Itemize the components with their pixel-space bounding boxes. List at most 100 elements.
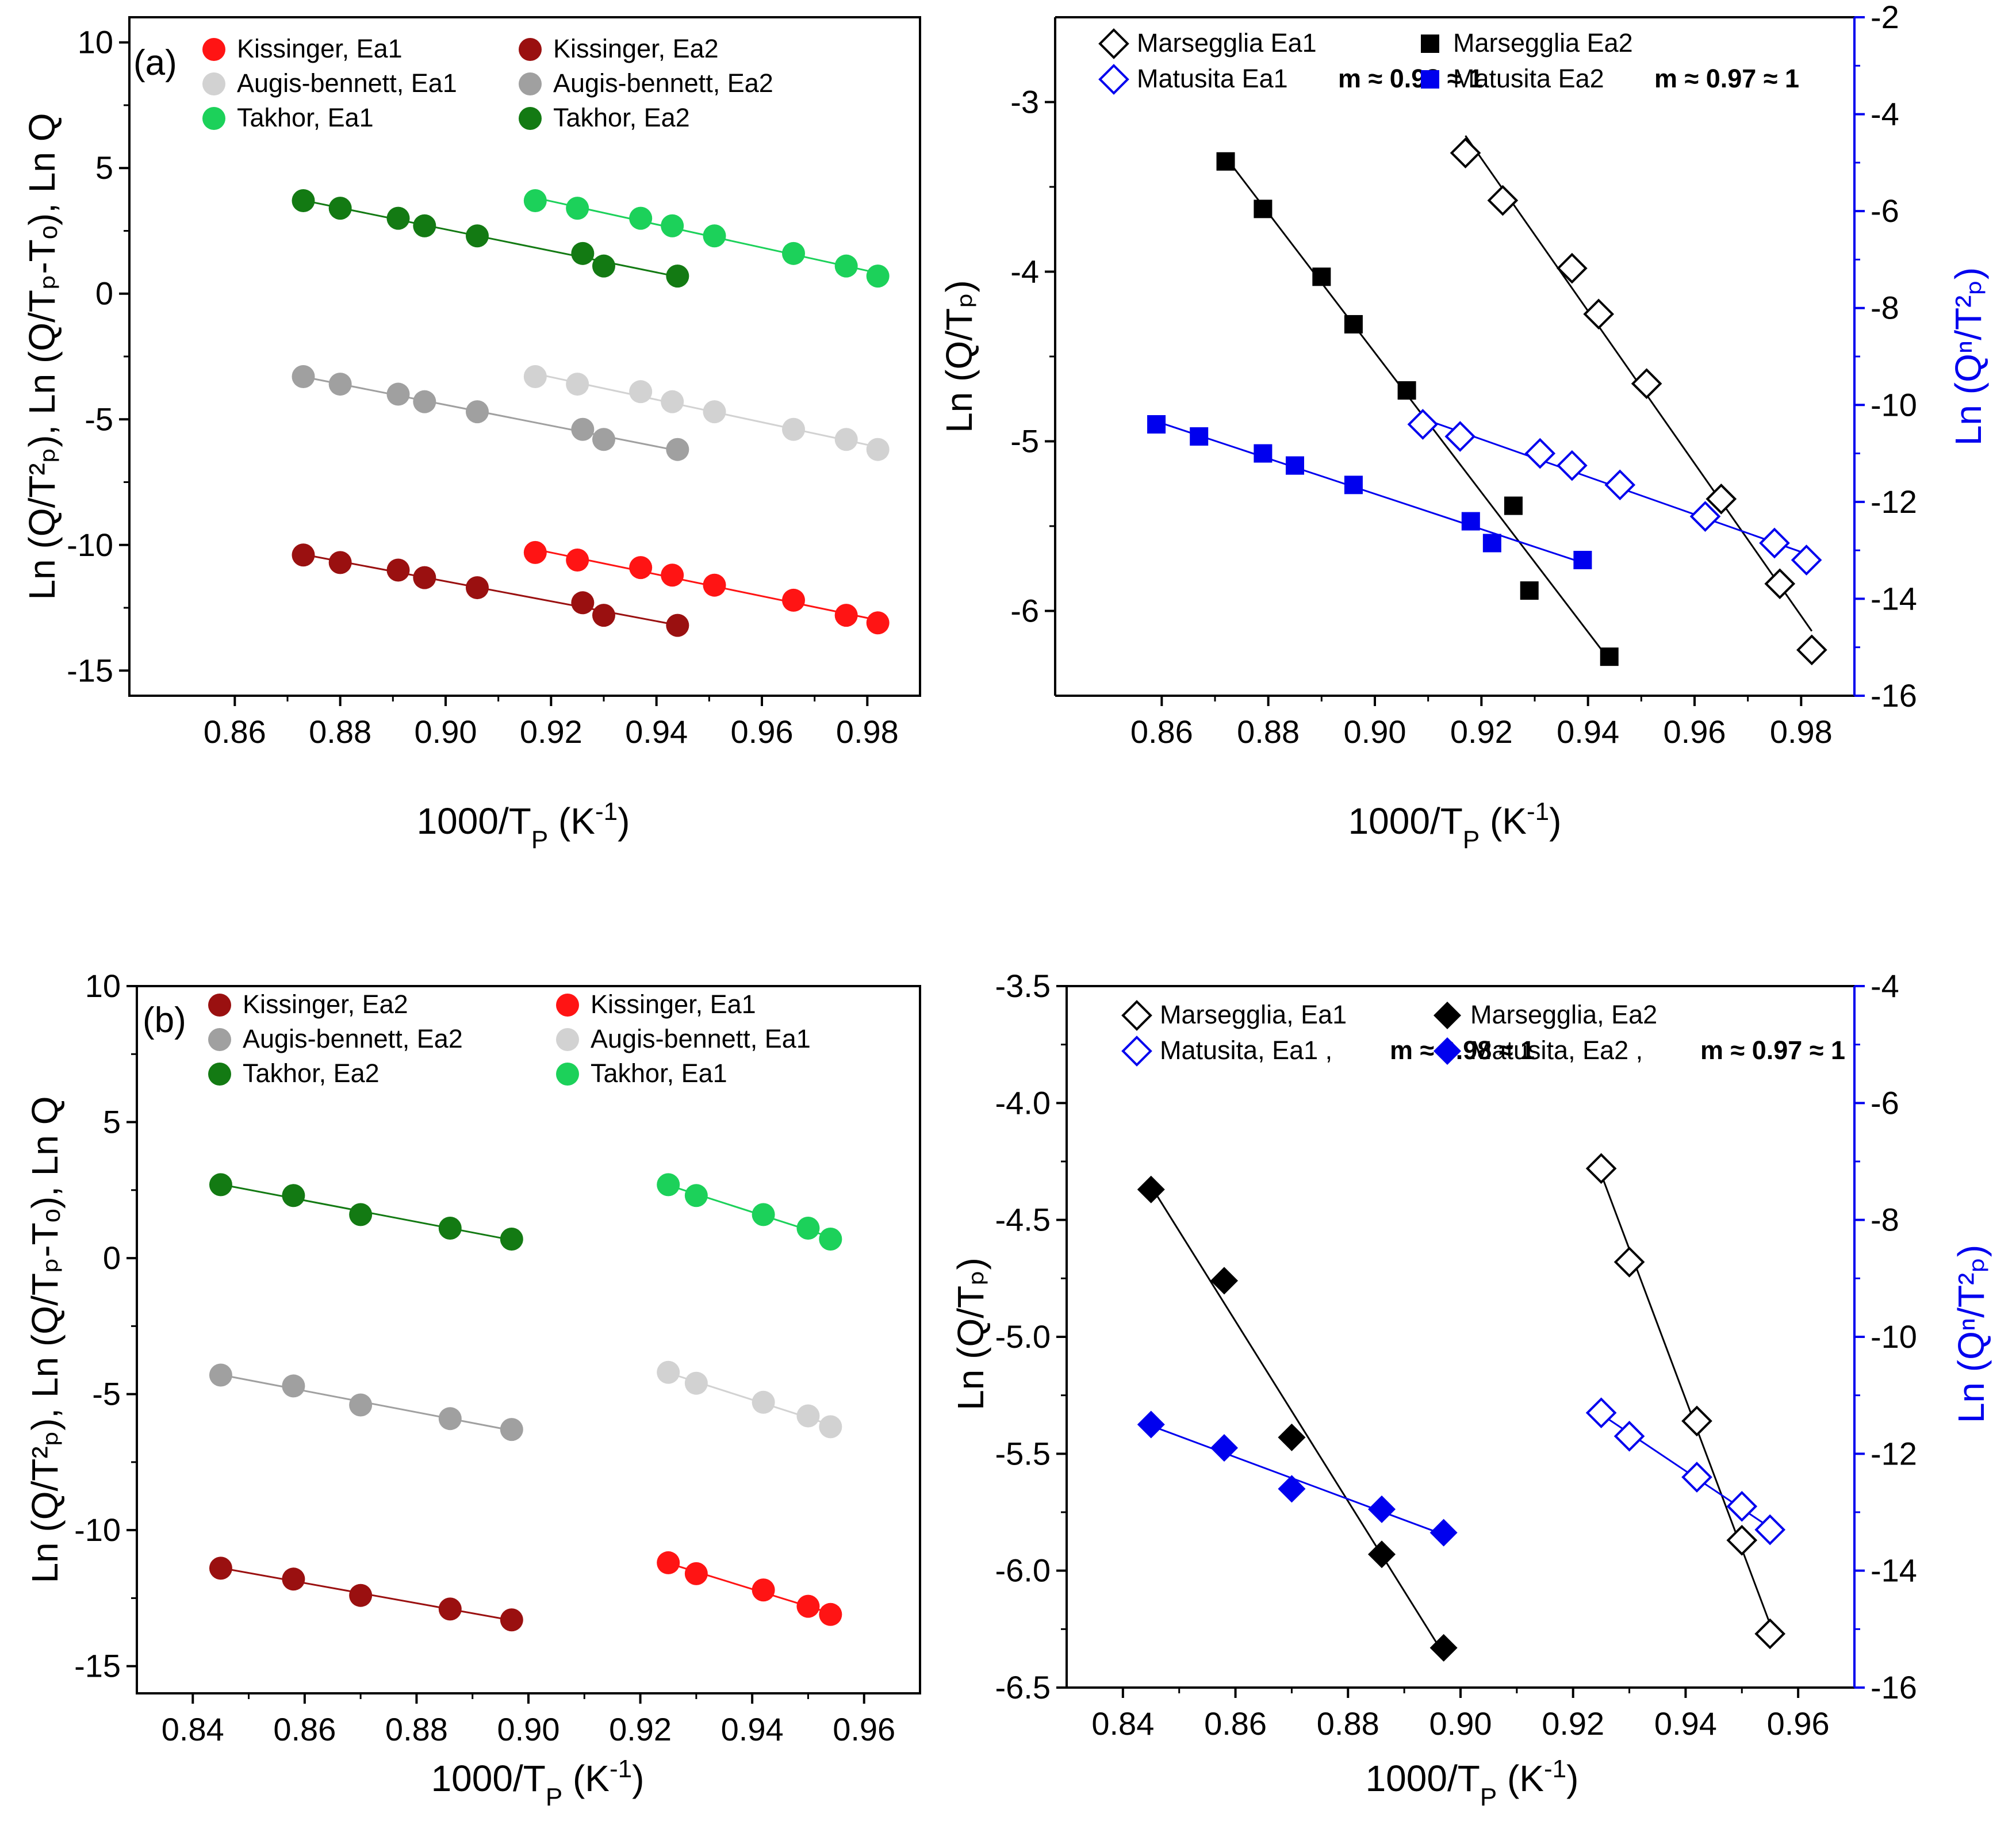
- y-tick-label: -5.0: [995, 1318, 1051, 1355]
- x-tick-label: 0.96: [833, 1711, 895, 1747]
- slope-symbol: m: [1338, 64, 1361, 93]
- data-point: [834, 254, 858, 278]
- y-tick-label: -4.0: [995, 1084, 1051, 1121]
- data-point: [1585, 1397, 1617, 1428]
- data-point: [523, 365, 547, 388]
- legend-item-matusita-ea2: Matusita Ea2 m ≈ 0.97 ≈ 1: [1421, 64, 1799, 93]
- fit-line: [1600, 1174, 1771, 1625]
- data-point: [1726, 1491, 1758, 1522]
- legend-item-matusita-ea2: Matusita, Ea2 , m ≈ 0.97 ≈ 1: [1434, 1036, 1845, 1065]
- chart-a-right: 0.86 0.88 0.90 0.92 0.94 0.96 0.98 -3 -4 -5 -6 -2 -4…: [938, 0, 1989, 854]
- x-axis-label: 1000/TP (K-1): [1348, 798, 1562, 854]
- legend-label: Marseggliа Ea1: [1137, 28, 1317, 57]
- data-point: [292, 365, 315, 388]
- series-matusita-ea1: [1407, 409, 1822, 576]
- data-point: [819, 1227, 842, 1251]
- data-point: [657, 1360, 680, 1384]
- x-tick-label: 0.84: [1091, 1705, 1154, 1742]
- fit-line: [303, 375, 678, 452]
- data-point: [1791, 545, 1822, 576]
- data-point: [1216, 152, 1235, 171]
- series-augis-bennett-ea2: [209, 1363, 523, 1441]
- fit-line: [1225, 156, 1610, 661]
- legend-item-marseggli-ea1: Marseggliа, Ea1: [1121, 1000, 1347, 1031]
- data-point: [1557, 252, 1588, 284]
- x-axis-label: 1000/TP (K-1): [1366, 1755, 1579, 1811]
- legend-marker: [556, 1028, 579, 1051]
- data-point: [386, 558, 410, 582]
- data-point: [1754, 1618, 1786, 1650]
- x-tick-label: 0.86: [1130, 714, 1193, 750]
- series-takhor-ea1: [523, 189, 890, 288]
- legend-item-marseggli-ea2: Marseggliа Ea2: [1421, 28, 1633, 57]
- slope-annotation: m ≈ 0.97 ≈ 1: [1654, 64, 1799, 93]
- y-axis-label: Ln (Q/T²ₚ), Ln (Q/Tₚ-Tₒ), Ln Q: [21, 113, 63, 600]
- data-point: [1407, 409, 1439, 440]
- x-tick-label: 0.90: [497, 1711, 560, 1747]
- data-point: [782, 588, 805, 612]
- x-tick-label: 0.96: [1664, 714, 1726, 750]
- data-point: [1254, 200, 1273, 218]
- y2-tick-label: -12: [1871, 1435, 1917, 1471]
- y-tick-label: 0: [95, 275, 113, 312]
- data-point: [1726, 1524, 1758, 1556]
- x-tick-label: 0.96: [731, 714, 794, 750]
- data-point: [1397, 381, 1416, 400]
- legend-label: Matusita, Ea2 ,: [1470, 1036, 1643, 1065]
- series-kissinger-ea2: [292, 543, 689, 637]
- data-point: [438, 1217, 462, 1240]
- data-point: [1583, 298, 1615, 330]
- legend-marker: [1121, 1036, 1152, 1067]
- data-point: [413, 214, 436, 237]
- series-matusita-ea1: [1585, 1397, 1786, 1546]
- slope-symbol: m: [1654, 64, 1677, 93]
- data-point: [1585, 1153, 1617, 1184]
- data-point: [1487, 185, 1519, 216]
- panel-label: (b): [143, 1000, 186, 1040]
- legend-marker: [1421, 34, 1439, 53]
- data-point: [1137, 1410, 1165, 1439]
- data-point: [592, 428, 615, 451]
- legend-item-augis-bennett-ea1: Augis-bennett, Ea1: [202, 68, 457, 98]
- series-takhor-ea2: [292, 189, 689, 288]
- series-matusita-ea2: [1137, 1410, 1458, 1547]
- y2-tick-label: -6: [1871, 193, 1899, 229]
- data-point: [661, 563, 684, 587]
- legend-marker: [208, 994, 231, 1017]
- x-tick-label: 0.86: [204, 714, 266, 750]
- x-axis-label: 1000/TP (K-1): [431, 1755, 645, 1811]
- legend-marker: [556, 1063, 579, 1086]
- data-point: [282, 1374, 305, 1398]
- data-point: [1147, 415, 1166, 434]
- series-kissinger-ea1: [523, 540, 890, 635]
- x-axis-label-part: (K: [562, 1758, 610, 1799]
- data-point: [1600, 647, 1619, 666]
- series-matusita-ea2: [1147, 415, 1592, 569]
- data-point: [523, 189, 547, 213]
- series-marseggli-ea1: [1585, 1153, 1786, 1650]
- legend-label: Augis-bennett, Ea1: [237, 68, 457, 98]
- legend-marker: [202, 72, 225, 95]
- series-marseggli-ea1: [1450, 135, 1827, 666]
- series-augis-bennett-ea1: [523, 365, 890, 461]
- x-tick-label: 0.86: [1204, 1705, 1267, 1742]
- legend-marker: [202, 107, 225, 130]
- legend-item-marseggli-ea1: Marseggliа Ea1: [1098, 28, 1317, 59]
- legend-marker: [1098, 28, 1129, 59]
- legend-marker: [202, 38, 225, 61]
- data-point: [292, 189, 315, 213]
- data-point: [666, 614, 689, 637]
- x-axis-label-part: P: [546, 1783, 562, 1811]
- data-point: [684, 1371, 708, 1395]
- x-axis-label-part: -1: [1544, 1755, 1566, 1783]
- data-point: [566, 373, 589, 396]
- data-point: [684, 1184, 708, 1207]
- x-axis-label-part: ): [618, 800, 630, 842]
- x-axis-label-part: ): [632, 1758, 644, 1799]
- data-point: [1312, 267, 1331, 286]
- y-tick-label: -3.5: [995, 968, 1051, 1004]
- x-axis-label-part: -1: [595, 798, 618, 826]
- y2-tick-label: -10: [1871, 1318, 1917, 1355]
- data-point: [386, 382, 410, 406]
- data-point: [349, 1203, 373, 1226]
